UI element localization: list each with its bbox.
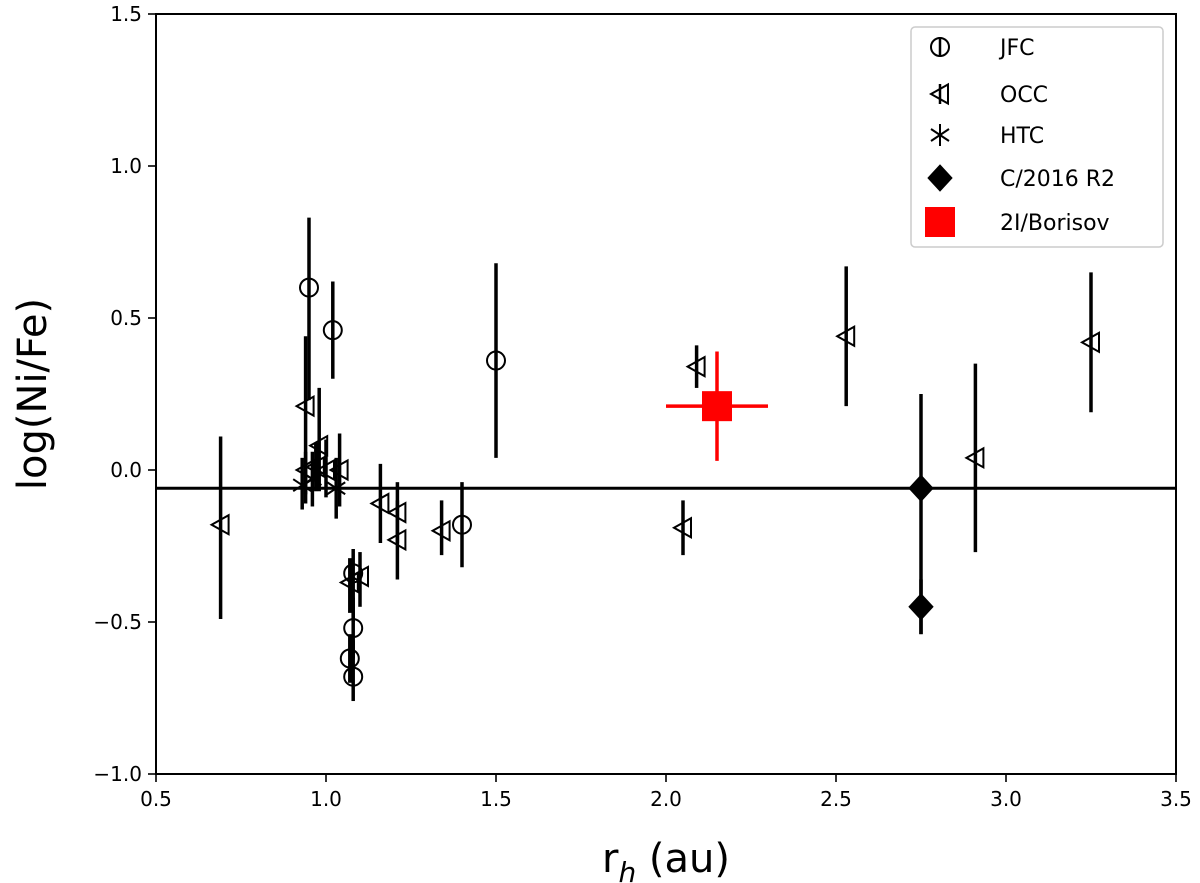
x-tick-label: 2.5 — [820, 787, 852, 811]
legend-item: 2I/Borisov — [925, 207, 1110, 237]
data-point — [326, 477, 346, 500]
legend-item: JFC — [930, 36, 1035, 61]
series-2i-borisov — [666, 351, 768, 461]
legend-item: C/2016 R2 — [927, 164, 1115, 192]
legend-marker-square — [925, 207, 955, 237]
data-point — [294, 394, 315, 418]
legend-marker-circle — [930, 37, 950, 57]
data-point — [328, 458, 349, 482]
series-jfc — [299, 217, 506, 702]
data-point — [343, 618, 364, 639]
data-point — [314, 458, 335, 482]
data-point — [386, 528, 407, 552]
data-point — [685, 355, 706, 378]
data-point — [348, 565, 369, 588]
data-point — [430, 519, 451, 543]
data-point — [338, 571, 359, 594]
data-point — [452, 514, 472, 535]
x-axis-label-units: (au) — [636, 836, 730, 882]
legend-label: OCC — [1000, 83, 1048, 108]
data-point — [835, 325, 856, 348]
y-tick-label: −0.5 — [93, 610, 142, 634]
y-tick-label: 1.0 — [110, 154, 142, 178]
data-point — [209, 513, 230, 536]
data-point — [343, 666, 364, 687]
x-axis: 0.5 1.0 1.5 2.0 2.5 3.0 3.5 — [140, 774, 1192, 811]
data-point — [299, 277, 319, 298]
data-point — [343, 563, 364, 584]
legend-label: JFC — [998, 36, 1035, 61]
series-htc — [292, 451, 346, 519]
legend-label: C/2016 R2 — [1000, 167, 1115, 192]
y-tick-label: −1.0 — [93, 762, 142, 786]
legend-marker-triangle-left — [928, 82, 949, 106]
y-axis: −1.0 −0.5 0.0 0.5 1.0 1.5 — [93, 2, 156, 786]
legend-label: 2I/Borisov — [1000, 211, 1110, 236]
y-tick-label: 1.5 — [110, 2, 142, 26]
data-point — [702, 391, 732, 422]
legend: JFC OCC HTC C/2016 R2 2I/Borisov — [910, 26, 1164, 248]
x-tick-label: 3.5 — [1160, 787, 1192, 811]
series-c-2016-r2 — [908, 394, 934, 635]
data-point — [908, 474, 934, 502]
legend-item: HTC — [930, 124, 1044, 149]
data-layer — [156, 217, 1176, 702]
x-tick-label: 0.5 — [140, 787, 172, 811]
x-axis-label-subscript: h — [618, 856, 636, 883]
legend-box — [910, 26, 1164, 248]
y-axis-label: log(Ni/Fe) — [10, 298, 56, 490]
data-point — [369, 492, 390, 515]
legend-label: HTC — [1000, 124, 1044, 149]
data-point — [322, 320, 343, 341]
data-point — [486, 350, 506, 371]
data-point — [302, 468, 322, 491]
data-point — [908, 593, 934, 621]
data-point — [1079, 331, 1100, 354]
x-axis-label-main: r — [602, 836, 619, 882]
data-point — [964, 446, 985, 470]
x-axis-label: rh (au) — [602, 836, 730, 883]
data-point — [671, 516, 692, 539]
x-tick-label: 1.0 — [310, 787, 342, 811]
x-tick-label: 3.0 — [990, 787, 1022, 811]
y-tick-label: 0.5 — [110, 306, 142, 330]
legend-marker-diamond — [927, 164, 953, 192]
legend-marker-asterisk — [930, 124, 950, 146]
y-tick-label: 0.0 — [110, 458, 142, 482]
x-tick-label: 2.0 — [650, 787, 682, 811]
x-tick-label: 1.5 — [480, 787, 512, 811]
legend-item: OCC — [928, 82, 1048, 108]
